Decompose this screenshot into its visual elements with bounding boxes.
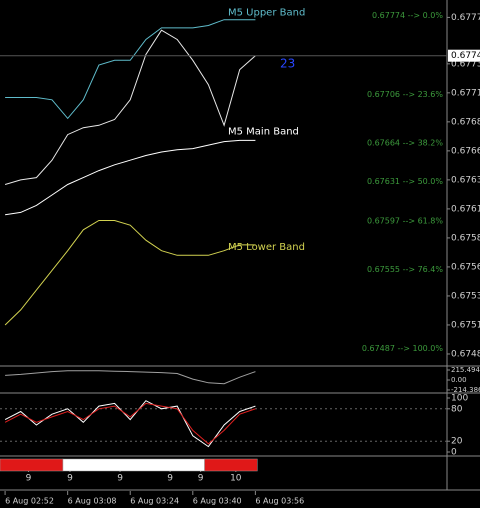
fib-label: 0.67597 --> 61.8% bbox=[367, 216, 443, 225]
y-tick-label: 0.67485 bbox=[451, 349, 480, 359]
x-tick-label: 6 Aug 02:52 bbox=[5, 497, 54, 506]
bar-timer: 23 bbox=[280, 57, 295, 71]
current-price-box bbox=[448, 49, 480, 62]
x-tick-label: 6 Aug 03:24 bbox=[130, 497, 179, 506]
series-line bbox=[5, 139, 256, 216]
fib-label: 0.67664 --> 38.2% bbox=[367, 139, 443, 148]
signal-segment bbox=[62, 458, 205, 472]
x-tick-label: 9 bbox=[67, 474, 73, 484]
y-tick-label: 0.00 bbox=[451, 376, 467, 384]
signal-segment bbox=[0, 458, 64, 472]
y-tick-label: 0.67585 bbox=[451, 233, 480, 243]
y-tick-label: 0.67775 bbox=[451, 13, 480, 23]
x-tick-label: 9 bbox=[117, 474, 123, 484]
y-tick-label: 215.4944 bbox=[451, 366, 480, 374]
fib-label: 0.67487 --> 100.0% bbox=[362, 344, 444, 353]
y-tick-label: 0.67735 bbox=[451, 59, 480, 69]
x-tick-label: 10 bbox=[230, 474, 242, 484]
band-label: M5 Lower Band bbox=[228, 242, 305, 253]
y-tick-label: 0 bbox=[451, 448, 457, 458]
y-tick-label: 20 bbox=[451, 437, 463, 447]
y-tick-label: 0.67685 bbox=[451, 117, 480, 127]
x-tick-label: 6 Aug 03:40 bbox=[193, 497, 242, 506]
series-line bbox=[4, 400, 256, 448]
x-tick-label: 9 bbox=[167, 474, 173, 484]
x-tick-label: 9 bbox=[198, 474, 204, 484]
fib-label: 0.67555 --> 76.4% bbox=[367, 265, 443, 274]
x-tick-label: 6 Aug 03:56 bbox=[255, 497, 304, 506]
x-tick-label: 6 Aug 03:08 bbox=[68, 497, 117, 506]
series-line bbox=[4, 402, 256, 445]
x-tick-label: 9 bbox=[26, 474, 32, 484]
y-tick-label: 0.67635 bbox=[451, 175, 480, 185]
series-line bbox=[5, 370, 256, 385]
y-tick-label: 80 bbox=[451, 404, 463, 414]
fib-label: 0.67706 --> 23.6% bbox=[367, 90, 443, 99]
fib-label: 0.67631 --> 50.0% bbox=[367, 177, 443, 186]
y-tick-label: 0.67535 bbox=[451, 291, 480, 301]
band-label: M5 Upper Band bbox=[228, 8, 305, 19]
fib-label: 0.67774 --> 0.0% bbox=[372, 11, 443, 20]
signal-segment bbox=[204, 458, 258, 472]
series-line bbox=[5, 19, 256, 120]
y-tick-label: -214.386 bbox=[451, 386, 480, 394]
band-label: M5 Main Band bbox=[228, 126, 299, 137]
series-line bbox=[4, 220, 256, 326]
series-line bbox=[4, 29, 256, 185]
y-tick-label: 100 bbox=[451, 394, 468, 404]
current-price-label: 0.67742 bbox=[451, 51, 480, 61]
